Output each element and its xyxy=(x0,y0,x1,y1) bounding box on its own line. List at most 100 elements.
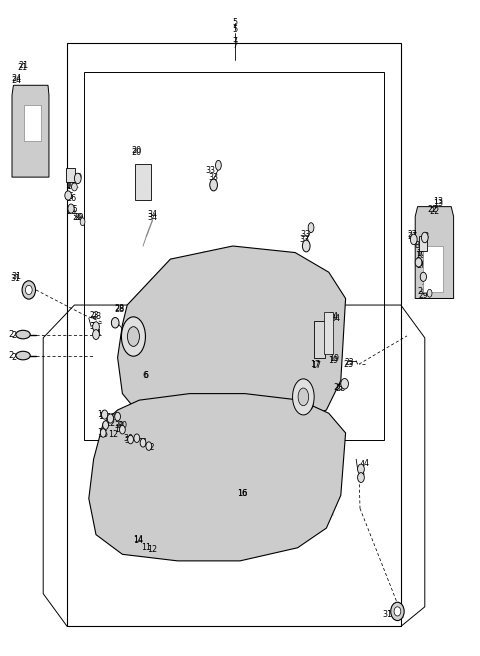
Ellipse shape xyxy=(134,434,140,442)
Polygon shape xyxy=(415,207,454,298)
Text: 29: 29 xyxy=(74,213,84,222)
Ellipse shape xyxy=(302,240,310,252)
Text: 2: 2 xyxy=(8,351,13,360)
Text: 26: 26 xyxy=(66,194,76,203)
Text: 8: 8 xyxy=(424,232,429,241)
Text: 34: 34 xyxy=(329,312,338,321)
Bar xyxy=(419,236,427,251)
Text: 9: 9 xyxy=(75,174,80,183)
Text: 11: 11 xyxy=(138,438,147,447)
Text: 33: 33 xyxy=(209,173,218,182)
Text: 16: 16 xyxy=(238,489,247,498)
Text: 7: 7 xyxy=(233,37,238,46)
Ellipse shape xyxy=(341,379,348,389)
Text: 26: 26 xyxy=(65,192,74,201)
Text: 25: 25 xyxy=(423,277,433,287)
Text: 2: 2 xyxy=(12,331,17,340)
Text: 13: 13 xyxy=(433,197,443,206)
Text: 25: 25 xyxy=(66,207,76,216)
Text: 30: 30 xyxy=(114,420,124,430)
Text: 33: 33 xyxy=(300,235,310,244)
Ellipse shape xyxy=(421,232,428,243)
Text: 21: 21 xyxy=(17,63,27,72)
Text: 3: 3 xyxy=(91,322,96,331)
Text: 12: 12 xyxy=(147,545,158,554)
Text: 14: 14 xyxy=(133,536,143,545)
Text: 23: 23 xyxy=(345,358,354,367)
Ellipse shape xyxy=(306,397,313,410)
Ellipse shape xyxy=(107,414,114,423)
Ellipse shape xyxy=(394,607,401,616)
Text: 5: 5 xyxy=(233,18,238,28)
Ellipse shape xyxy=(358,472,364,482)
Bar xyxy=(84,72,384,440)
Text: 18: 18 xyxy=(295,394,304,403)
Text: 13: 13 xyxy=(433,199,443,208)
Text: 25: 25 xyxy=(421,277,432,287)
Ellipse shape xyxy=(16,330,30,338)
Text: 20: 20 xyxy=(132,146,142,155)
Text: 2: 2 xyxy=(8,330,13,339)
Text: 12: 12 xyxy=(114,425,124,434)
Text: 24: 24 xyxy=(12,74,22,83)
Text: 12: 12 xyxy=(105,419,116,428)
Text: 29: 29 xyxy=(417,287,428,297)
Ellipse shape xyxy=(140,438,146,447)
Text: 31: 31 xyxy=(383,610,393,619)
Ellipse shape xyxy=(308,222,314,233)
Ellipse shape xyxy=(410,234,417,245)
Text: 10: 10 xyxy=(415,251,425,260)
Text: 27: 27 xyxy=(408,230,418,239)
Text: 2: 2 xyxy=(12,353,17,362)
Ellipse shape xyxy=(16,351,30,359)
Ellipse shape xyxy=(128,436,133,443)
Ellipse shape xyxy=(115,412,120,421)
Text: 17: 17 xyxy=(310,359,321,369)
Text: 16: 16 xyxy=(237,489,248,498)
Ellipse shape xyxy=(65,191,72,200)
Text: 27: 27 xyxy=(66,173,76,182)
Text: 11: 11 xyxy=(142,543,151,552)
Text: 6: 6 xyxy=(144,371,149,380)
Text: 17: 17 xyxy=(311,361,321,370)
Text: 26: 26 xyxy=(418,259,427,268)
Text: 23: 23 xyxy=(89,311,99,320)
Text: 7: 7 xyxy=(232,41,238,51)
Text: 34: 34 xyxy=(148,213,157,222)
Ellipse shape xyxy=(72,183,77,191)
Text: 30: 30 xyxy=(118,420,127,430)
Text: 22: 22 xyxy=(429,207,440,216)
Ellipse shape xyxy=(128,327,139,346)
Text: 27: 27 xyxy=(408,232,418,241)
Text: 25: 25 xyxy=(68,205,78,215)
Ellipse shape xyxy=(427,289,432,297)
Text: 5: 5 xyxy=(233,25,238,34)
Bar xyxy=(67,43,401,626)
Bar xyxy=(324,312,333,354)
Text: 4: 4 xyxy=(360,460,365,469)
Ellipse shape xyxy=(146,442,152,450)
Ellipse shape xyxy=(298,388,309,405)
Polygon shape xyxy=(118,246,346,426)
Text: 19: 19 xyxy=(329,354,340,363)
Ellipse shape xyxy=(103,421,108,430)
Text: 3: 3 xyxy=(360,469,365,478)
Text: 11: 11 xyxy=(98,412,108,421)
Text: 10: 10 xyxy=(66,182,76,192)
Ellipse shape xyxy=(74,173,81,184)
Text: 33: 33 xyxy=(301,230,311,239)
Text: 19: 19 xyxy=(328,356,339,365)
Text: 28: 28 xyxy=(114,305,124,314)
Text: 29: 29 xyxy=(419,291,428,300)
Ellipse shape xyxy=(358,464,364,474)
Ellipse shape xyxy=(391,602,404,621)
Text: 20: 20 xyxy=(131,148,142,157)
Text: 30: 30 xyxy=(125,436,134,445)
Text: 4: 4 xyxy=(96,329,100,338)
Text: 26: 26 xyxy=(416,261,427,270)
Text: 28: 28 xyxy=(333,382,344,392)
Text: 34: 34 xyxy=(330,314,340,323)
Ellipse shape xyxy=(25,285,32,295)
Bar xyxy=(66,168,75,182)
Text: 8: 8 xyxy=(414,241,419,251)
